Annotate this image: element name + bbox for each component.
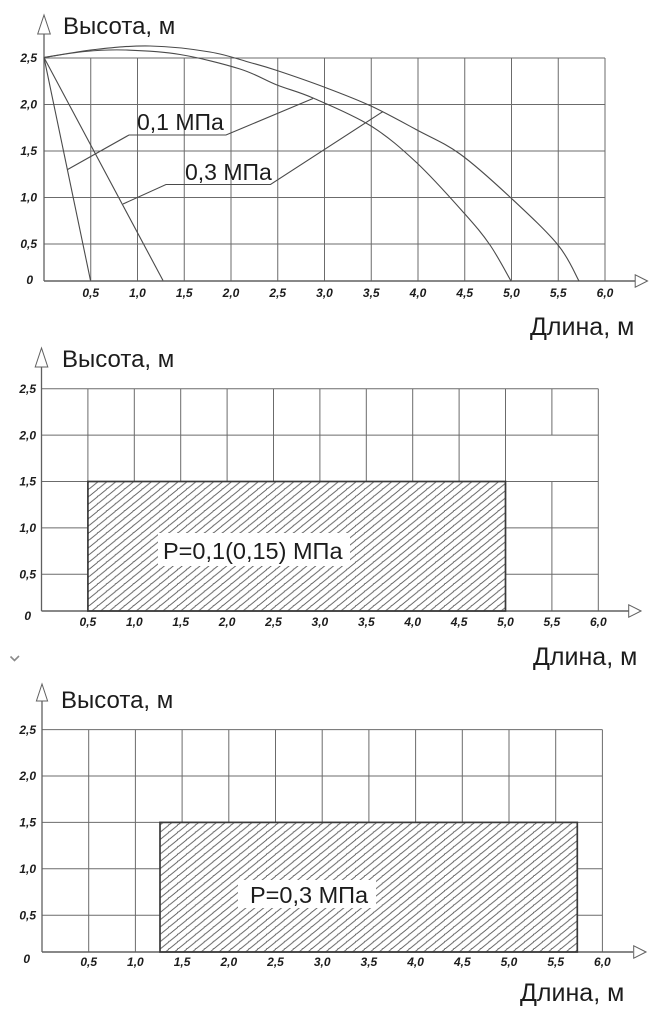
svg-text:0: 0 (23, 952, 30, 966)
svg-text:0,5: 0,5 (80, 955, 97, 969)
svg-text:5,5: 5,5 (550, 286, 567, 300)
svg-text:2,0: 2,0 (18, 769, 36, 783)
svg-text:1,0: 1,0 (19, 521, 36, 535)
svg-text:1,5: 1,5 (19, 475, 36, 489)
svg-text:2,5: 2,5 (268, 286, 286, 300)
svg-text:1,0: 1,0 (126, 615, 143, 629)
svg-text:2,5: 2,5 (18, 382, 36, 396)
svg-text:4,5: 4,5 (455, 286, 473, 300)
svg-text:2,5: 2,5 (266, 955, 284, 969)
svg-text:3,5: 3,5 (363, 286, 380, 300)
svg-text:P=0,1(0,15) МПа: P=0,1(0,15) МПа (163, 538, 343, 564)
svg-text:2,0: 2,0 (219, 955, 237, 969)
svg-text:3,0: 3,0 (314, 955, 331, 969)
svg-text:5,5: 5,5 (544, 615, 561, 629)
svg-text:4,0: 4,0 (403, 615, 421, 629)
svg-text:1,5: 1,5 (19, 816, 36, 830)
svg-text:4,0: 4,0 (409, 286, 427, 300)
svg-text:1,5: 1,5 (176, 286, 193, 300)
svg-text:0,5: 0,5 (80, 615, 97, 629)
svg-text:0: 0 (26, 273, 33, 287)
svg-text:2,0: 2,0 (218, 615, 236, 629)
svg-text:Высота, м: Высота, м (62, 346, 174, 373)
svg-text:6,0: 6,0 (594, 955, 611, 969)
svg-text:4,5: 4,5 (450, 615, 468, 629)
svg-text:1,0: 1,0 (129, 286, 146, 300)
svg-text:5,0: 5,0 (501, 955, 518, 969)
svg-text:5,0: 5,0 (497, 615, 514, 629)
svg-text:4,0: 4,0 (406, 955, 424, 969)
svg-text:0,5: 0,5 (19, 908, 36, 922)
svg-text:2,5: 2,5 (18, 723, 36, 737)
svg-text:2,0: 2,0 (19, 98, 37, 112)
svg-text:0,5: 0,5 (19, 568, 36, 582)
svg-text:3,0: 3,0 (312, 615, 329, 629)
svg-text:1,0: 1,0 (19, 862, 36, 876)
svg-text:0: 0 (24, 609, 31, 623)
svg-text:0,5: 0,5 (20, 237, 37, 251)
svg-text:3,5: 3,5 (358, 615, 375, 629)
svg-text:2,0: 2,0 (222, 286, 240, 300)
svg-text:3,0: 3,0 (316, 286, 333, 300)
svg-text:0,3 МПа: 0,3 МПа (185, 159, 272, 185)
svg-text:Длина, м: Длина, м (533, 643, 637, 671)
svg-text:1,5: 1,5 (174, 955, 191, 969)
svg-text:2,5: 2,5 (19, 51, 37, 65)
svg-text:0,5: 0,5 (82, 286, 99, 300)
svg-text:1,5: 1,5 (172, 615, 189, 629)
svg-text:4,5: 4,5 (453, 955, 471, 969)
svg-text:0,1 МПа: 0,1 МПа (137, 109, 224, 135)
svg-text:2,0: 2,0 (18, 428, 36, 442)
svg-text:Высота, м: Высота, м (61, 687, 173, 714)
svg-text:Высота, м: Высота, м (63, 13, 175, 40)
svg-text:1,0: 1,0 (20, 191, 37, 205)
svg-text:Длина, м: Длина, м (520, 979, 624, 1007)
svg-text:P=0,3 МПа: P=0,3 МПа (250, 882, 369, 908)
svg-text:5,0: 5,0 (503, 286, 520, 300)
svg-text:6,0: 6,0 (590, 615, 607, 629)
svg-text:5,5: 5,5 (547, 955, 564, 969)
svg-text:1,0: 1,0 (127, 955, 144, 969)
svg-text:6,0: 6,0 (597, 286, 614, 300)
svg-text:3,5: 3,5 (361, 955, 378, 969)
svg-text:1,5: 1,5 (20, 144, 37, 158)
svg-text:Длина, м: Длина, м (530, 313, 634, 341)
svg-text:2,5: 2,5 (264, 615, 282, 629)
